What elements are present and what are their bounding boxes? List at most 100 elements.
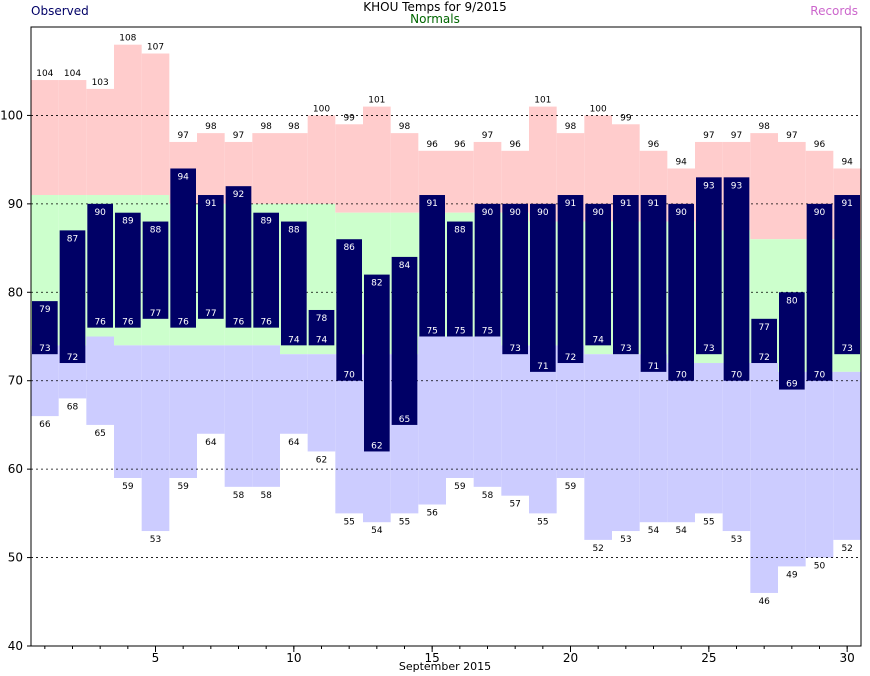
observed-low-label: 73 — [703, 344, 714, 354]
record-high-band — [58, 80, 87, 196]
record-high-band — [778, 141, 806, 240]
observed-low-label: 62 — [371, 441, 382, 451]
observed-high-label: 88 — [288, 226, 300, 236]
observed-bar — [502, 203, 528, 355]
observed-low-label: 72 — [67, 353, 78, 363]
observed-bar — [253, 212, 279, 328]
observed-high-label: 90 — [675, 208, 687, 218]
record-low-band — [252, 345, 280, 487]
observed-low-label: 76 — [122, 318, 134, 328]
observed-high-label: 87 — [67, 234, 78, 244]
record-low-label: 55 — [537, 517, 548, 527]
record-low-label: 58 — [233, 491, 245, 501]
y-tick-label: 70 — [8, 374, 23, 388]
record-high-label: 96 — [454, 140, 466, 150]
record-high-band — [446, 150, 474, 213]
observed-high-label: 89 — [122, 217, 134, 227]
record-low-label: 64 — [288, 438, 300, 448]
record-low-label: 52 — [841, 544, 852, 554]
y-tick-label: 60 — [8, 462, 23, 476]
x-axis-label: September 2015 — [398, 660, 492, 673]
observed-low-label: 77 — [205, 309, 216, 319]
record-low-band — [612, 354, 640, 532]
record-high-label: 94 — [841, 157, 853, 167]
observed-low-label: 74 — [316, 335, 328, 345]
record-low-label: 50 — [814, 562, 826, 572]
record-low-band — [529, 345, 557, 514]
observed-low-label: 76 — [260, 318, 272, 328]
observed-low-label: 73 — [841, 344, 852, 354]
observed-high-label: 84 — [399, 261, 411, 271]
record-low-band — [307, 354, 336, 452]
record-low-label: 58 — [482, 491, 494, 501]
record-high-label: 107 — [147, 43, 164, 53]
record-high-band — [363, 106, 391, 213]
record-low-band — [31, 345, 59, 417]
record-high-label: 98 — [288, 122, 300, 132]
record-low-band — [750, 363, 778, 593]
record-low-label: 52 — [592, 544, 603, 554]
observed-bar — [668, 203, 694, 381]
observed-bar — [281, 221, 307, 346]
observed-high-label: 82 — [371, 279, 382, 289]
observed-high-label: 94 — [177, 172, 189, 182]
record-high-label: 98 — [758, 122, 770, 132]
record-low-label: 55 — [343, 517, 354, 527]
observed-high-label: 80 — [786, 296, 798, 306]
record-high-label: 104 — [64, 69, 81, 79]
record-high-label: 101 — [368, 96, 385, 106]
observed-bar — [585, 203, 611, 346]
record-low-label: 56 — [426, 509, 438, 519]
observed-low-label: 76 — [94, 318, 106, 328]
record-high-band — [141, 53, 170, 196]
observed-high-label: 90 — [814, 208, 826, 218]
record-high-label: 100 — [590, 104, 607, 114]
record-low-band — [473, 336, 502, 487]
y-tick-label: 100 — [0, 108, 23, 122]
observed-low-label: 74 — [288, 335, 300, 345]
observed-high-label: 90 — [592, 208, 604, 218]
observed-bar — [59, 230, 86, 364]
record-high-label: 101 — [534, 96, 551, 106]
record-high-label: 108 — [119, 34, 136, 44]
record-high-label: 99 — [620, 113, 632, 123]
record-high-label: 96 — [509, 140, 521, 150]
observed-low-label: 72 — [565, 353, 576, 363]
observed-low-label: 75 — [482, 327, 493, 337]
x-tick-label: 20 — [563, 651, 578, 665]
chart-title: KHOU Temps for 9/2015 — [363, 0, 507, 14]
record-low-band — [418, 336, 446, 505]
observed-bar — [142, 221, 169, 319]
observed-high-label: 90 — [509, 208, 521, 218]
record-low-label: 46 — [758, 597, 770, 607]
record-low-label: 66 — [39, 420, 51, 430]
observed-high-label: 78 — [316, 314, 328, 324]
record-high-label: 98 — [565, 122, 577, 132]
record-low-band — [224, 345, 253, 487]
record-high-label: 94 — [675, 157, 687, 167]
observed-low-label: 70 — [814, 371, 826, 381]
record-low-band — [584, 354, 612, 540]
observed-bar — [170, 168, 196, 328]
record-low-band — [556, 345, 585, 478]
observed-low-label: 70 — [675, 371, 687, 381]
observed-bar — [447, 221, 473, 337]
record-low-label: 58 — [260, 491, 272, 501]
observed-bar — [391, 256, 418, 425]
record-low-label: 53 — [150, 535, 161, 545]
observed-bar — [308, 309, 335, 346]
record-low-label: 59 — [565, 482, 577, 492]
observed-bar — [198, 195, 224, 319]
observed-high-label: 91 — [620, 199, 631, 209]
record-high-band — [307, 115, 336, 204]
observed-bar — [640, 195, 667, 372]
x-tick-label: 25 — [701, 651, 716, 665]
record-high-band — [114, 44, 142, 196]
record-low-band — [169, 345, 197, 478]
observed-high-label: 88 — [454, 226, 466, 236]
observed-high-label: 79 — [39, 305, 51, 315]
observed-bar — [834, 195, 860, 355]
observed-low-label: 73 — [620, 344, 631, 354]
observed-high-label: 91 — [205, 199, 216, 209]
